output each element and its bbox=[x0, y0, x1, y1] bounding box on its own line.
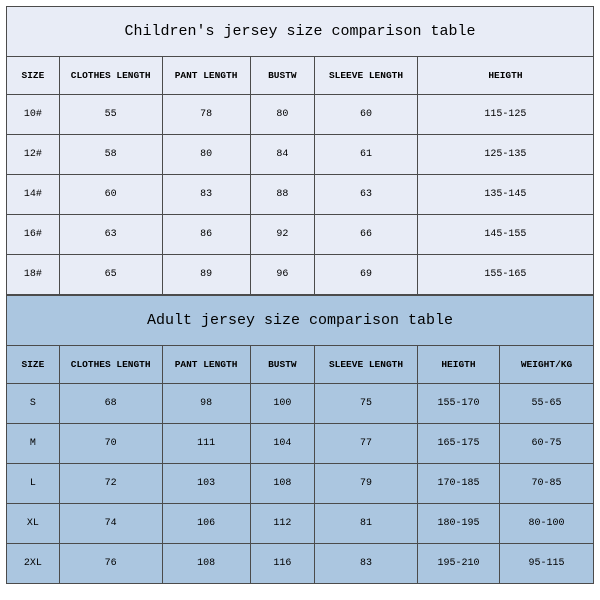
cell: 80 bbox=[250, 95, 315, 135]
cell: 60 bbox=[59, 175, 162, 215]
cell: 72 bbox=[59, 464, 162, 504]
cell: 68 bbox=[59, 384, 162, 424]
cell: S bbox=[7, 384, 60, 424]
adult-header-row: SIZE CLOTHES LENGTH PANT LENGTH BUSTW SL… bbox=[7, 346, 594, 384]
col-size: SIZE bbox=[7, 57, 60, 95]
table-row: S 68 98 100 75 155-170 55-65 bbox=[7, 384, 594, 424]
cell: 95-115 bbox=[500, 544, 594, 584]
cell: 14# bbox=[7, 175, 60, 215]
col-weight: WEIGHT/KG bbox=[500, 346, 594, 384]
cell: M bbox=[7, 424, 60, 464]
table-row: L 72 103 108 79 170-185 70-85 bbox=[7, 464, 594, 504]
cell: 155-165 bbox=[417, 255, 593, 295]
children-header-row: SIZE CLOTHES LENGTH PANT LENGTH BUSTW SL… bbox=[7, 57, 594, 95]
col-sleeve: SLEEVE LENGTH bbox=[315, 57, 418, 95]
cell: 111 bbox=[162, 424, 250, 464]
cell: 89 bbox=[162, 255, 250, 295]
cell: 96 bbox=[250, 255, 315, 295]
cell: 55-65 bbox=[500, 384, 594, 424]
cell: 115-125 bbox=[417, 95, 593, 135]
cell: 106 bbox=[162, 504, 250, 544]
cell: 155-170 bbox=[417, 384, 499, 424]
children-size-table: Children's jersey size comparison table … bbox=[6, 6, 594, 295]
cell: 69 bbox=[315, 255, 418, 295]
table-row: XL 74 106 112 81 180-195 80-100 bbox=[7, 504, 594, 544]
col-height: HEIGTH bbox=[417, 57, 593, 95]
col-size: SIZE bbox=[7, 346, 60, 384]
cell: 18# bbox=[7, 255, 60, 295]
col-clothes: CLOTHES LENGTH bbox=[59, 346, 162, 384]
col-height: HEIGTH bbox=[417, 346, 499, 384]
adult-title: Adult jersey size comparison table bbox=[7, 296, 594, 346]
col-bust: BUSTW bbox=[250, 57, 315, 95]
cell: 58 bbox=[59, 135, 162, 175]
cell: 10# bbox=[7, 95, 60, 135]
col-pant: PANT LENGTH bbox=[162, 346, 250, 384]
col-bust: BUSTW bbox=[250, 346, 315, 384]
col-sleeve: SLEEVE LENGTH bbox=[315, 346, 418, 384]
cell: 70 bbox=[59, 424, 162, 464]
cell: 2XL bbox=[7, 544, 60, 584]
cell: 180-195 bbox=[417, 504, 499, 544]
cell: 103 bbox=[162, 464, 250, 504]
cell: 88 bbox=[250, 175, 315, 215]
cell: 108 bbox=[162, 544, 250, 584]
cell: 98 bbox=[162, 384, 250, 424]
cell: 125-135 bbox=[417, 135, 593, 175]
cell: 84 bbox=[250, 135, 315, 175]
cell: 55 bbox=[59, 95, 162, 135]
table-row: 2XL 76 108 116 83 195-210 95-115 bbox=[7, 544, 594, 584]
cell: 60-75 bbox=[500, 424, 594, 464]
children-title-row: Children's jersey size comparison table bbox=[7, 7, 594, 57]
cell: 75 bbox=[315, 384, 418, 424]
cell: 195-210 bbox=[417, 544, 499, 584]
cell: 77 bbox=[315, 424, 418, 464]
cell: 65 bbox=[59, 255, 162, 295]
cell: 112 bbox=[250, 504, 315, 544]
cell: 86 bbox=[162, 215, 250, 255]
cell: 66 bbox=[315, 215, 418, 255]
cell: 61 bbox=[315, 135, 418, 175]
cell: 80 bbox=[162, 135, 250, 175]
table-row: 14# 60 83 88 63 135-145 bbox=[7, 175, 594, 215]
children-title: Children's jersey size comparison table bbox=[7, 7, 594, 57]
cell: XL bbox=[7, 504, 60, 544]
cell: 165-175 bbox=[417, 424, 499, 464]
cell: 170-185 bbox=[417, 464, 499, 504]
cell: 12# bbox=[7, 135, 60, 175]
cell: 63 bbox=[59, 215, 162, 255]
cell: 74 bbox=[59, 504, 162, 544]
cell: 60 bbox=[315, 95, 418, 135]
col-clothes: CLOTHES LENGTH bbox=[59, 57, 162, 95]
cell: 76 bbox=[59, 544, 162, 584]
cell: 83 bbox=[315, 544, 418, 584]
cell: 135-145 bbox=[417, 175, 593, 215]
cell: 116 bbox=[250, 544, 315, 584]
cell: 79 bbox=[315, 464, 418, 504]
cell: 104 bbox=[250, 424, 315, 464]
table-row: 18# 65 89 96 69 155-165 bbox=[7, 255, 594, 295]
cell: 108 bbox=[250, 464, 315, 504]
cell: 83 bbox=[162, 175, 250, 215]
cell: 63 bbox=[315, 175, 418, 215]
cell: 100 bbox=[250, 384, 315, 424]
adult-size-table: Adult jersey size comparison table SIZE … bbox=[6, 295, 594, 584]
cell: 78 bbox=[162, 95, 250, 135]
cell: 81 bbox=[315, 504, 418, 544]
table-row: 12# 58 80 84 61 125-135 bbox=[7, 135, 594, 175]
cell: 145-155 bbox=[417, 215, 593, 255]
table-row: 10# 55 78 80 60 115-125 bbox=[7, 95, 594, 135]
cell: 80-100 bbox=[500, 504, 594, 544]
cell: 16# bbox=[7, 215, 60, 255]
table-row: M 70 111 104 77 165-175 60-75 bbox=[7, 424, 594, 464]
cell: L bbox=[7, 464, 60, 504]
col-pant: PANT LENGTH bbox=[162, 57, 250, 95]
cell: 70-85 bbox=[500, 464, 594, 504]
table-row: 16# 63 86 92 66 145-155 bbox=[7, 215, 594, 255]
cell: 92 bbox=[250, 215, 315, 255]
adult-title-row: Adult jersey size comparison table bbox=[7, 296, 594, 346]
